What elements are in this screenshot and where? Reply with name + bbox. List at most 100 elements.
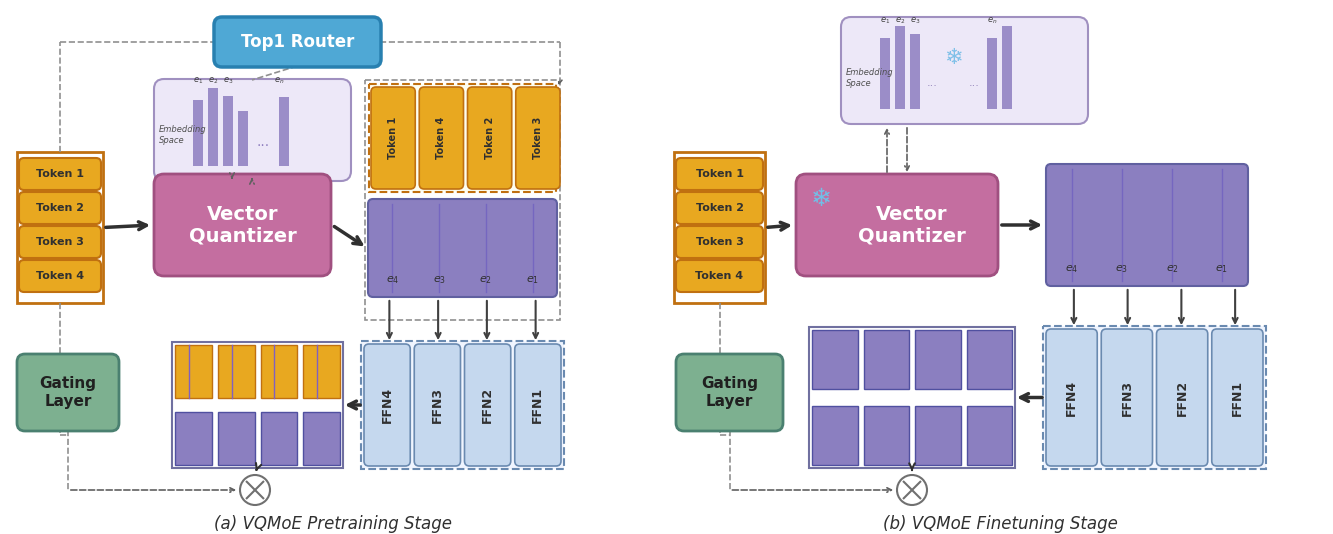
Text: Token 1: Token 1 <box>36 169 84 179</box>
Text: Token 2: Token 2 <box>485 117 495 159</box>
FancyBboxPatch shape <box>841 17 1088 124</box>
Bar <box>894 26 905 109</box>
Bar <box>812 406 857 465</box>
Text: Gating
Layer: Gating Layer <box>40 376 96 409</box>
Bar <box>910 34 920 109</box>
FancyBboxPatch shape <box>676 260 762 292</box>
Bar <box>365 80 560 320</box>
FancyBboxPatch shape <box>676 354 782 431</box>
Bar <box>674 152 765 303</box>
Bar <box>217 345 255 398</box>
Bar <box>1042 326 1266 469</box>
Bar <box>193 100 203 166</box>
FancyBboxPatch shape <box>468 87 512 189</box>
Text: FFN3: FFN3 <box>1120 380 1133 415</box>
Bar <box>1002 26 1012 109</box>
Text: $e_3$: $e_3$ <box>909 15 920 26</box>
FancyBboxPatch shape <box>676 158 762 190</box>
Bar <box>361 341 564 469</box>
Text: Token 4: Token 4 <box>36 271 84 281</box>
FancyBboxPatch shape <box>515 344 561 466</box>
FancyBboxPatch shape <box>17 354 119 431</box>
FancyBboxPatch shape <box>155 174 331 276</box>
FancyBboxPatch shape <box>364 344 411 466</box>
FancyBboxPatch shape <box>676 226 762 258</box>
Text: Token 4: Token 4 <box>436 117 447 159</box>
Text: Token 3: Token 3 <box>696 237 744 247</box>
Text: ...: ... <box>969 78 980 88</box>
Text: Token 3: Token 3 <box>533 117 543 159</box>
Bar <box>303 412 340 465</box>
Bar <box>986 38 997 109</box>
Text: Token 1: Token 1 <box>696 169 744 179</box>
Bar <box>208 88 219 166</box>
FancyBboxPatch shape <box>1046 164 1248 286</box>
Bar <box>914 406 961 465</box>
Bar <box>260 412 297 465</box>
Text: FFN4: FFN4 <box>1065 380 1078 415</box>
Text: Vector
Quantizer: Vector Quantizer <box>858 205 966 246</box>
Circle shape <box>240 475 271 505</box>
FancyBboxPatch shape <box>415 344 460 466</box>
FancyBboxPatch shape <box>215 17 381 67</box>
Bar <box>260 345 297 398</box>
FancyBboxPatch shape <box>1212 329 1262 466</box>
Text: FFN2: FFN2 <box>481 387 495 423</box>
Bar <box>175 345 212 398</box>
Text: Token 4: Token 4 <box>696 271 744 281</box>
Text: $e_3$: $e_3$ <box>433 274 445 286</box>
Bar <box>223 96 233 166</box>
Text: (b) VQMoE Finetuning Stage: (b) VQMoE Finetuning Stage <box>882 515 1117 533</box>
Bar <box>175 412 212 465</box>
Text: (a) VQMoE Pretraining Stage: (a) VQMoE Pretraining Stage <box>215 515 452 533</box>
Bar <box>217 412 255 465</box>
Text: FFN2: FFN2 <box>1176 380 1189 415</box>
Bar <box>880 38 890 109</box>
Text: $e_3$: $e_3$ <box>223 76 233 87</box>
FancyBboxPatch shape <box>1046 329 1097 466</box>
FancyBboxPatch shape <box>19 260 101 292</box>
Text: FFN3: FFN3 <box>431 387 444 423</box>
Text: Embedding
Space: Embedding Space <box>159 125 207 145</box>
Bar <box>239 112 248 166</box>
Text: $e_1$: $e_1$ <box>1216 263 1229 275</box>
Text: $e_1$: $e_1$ <box>527 274 539 286</box>
Text: Vector
Quantizer: Vector Quantizer <box>189 205 296 246</box>
FancyBboxPatch shape <box>1157 329 1208 466</box>
Bar <box>279 97 289 166</box>
Text: $e_1$: $e_1$ <box>880 15 890 26</box>
Text: ...: ... <box>926 78 938 88</box>
Text: Embedding
Space: Embedding Space <box>846 68 893 88</box>
Bar <box>864 406 909 465</box>
Text: $e_3$: $e_3$ <box>1116 263 1129 275</box>
Text: $e_n$: $e_n$ <box>273 76 284 87</box>
FancyBboxPatch shape <box>19 226 101 258</box>
Text: Token 3: Token 3 <box>36 237 84 247</box>
Text: $e_4$: $e_4$ <box>385 274 399 286</box>
Bar <box>809 327 1014 468</box>
Text: FFN4: FFN4 <box>381 387 393 423</box>
Text: Token 2: Token 2 <box>36 203 84 213</box>
Text: $e_2$: $e_2$ <box>894 15 905 26</box>
FancyBboxPatch shape <box>516 87 560 189</box>
Bar <box>172 342 343 468</box>
FancyBboxPatch shape <box>464 344 511 466</box>
Bar <box>966 406 1012 465</box>
Text: $e_2$: $e_2$ <box>480 274 492 286</box>
FancyBboxPatch shape <box>19 158 101 190</box>
Text: Token 2: Token 2 <box>696 203 744 213</box>
Bar <box>303 345 340 398</box>
Text: Token 1: Token 1 <box>388 117 399 159</box>
Bar <box>812 330 857 389</box>
FancyBboxPatch shape <box>155 79 351 181</box>
Text: ❄: ❄ <box>944 48 962 68</box>
Text: $e_n$: $e_n$ <box>986 15 997 26</box>
Text: ❄: ❄ <box>810 187 832 211</box>
Bar <box>966 330 1012 389</box>
Text: Top1 Router: Top1 Router <box>241 33 355 51</box>
Text: Gating
Layer: Gating Layer <box>701 376 758 409</box>
Bar <box>17 152 103 303</box>
Bar <box>864 330 909 389</box>
FancyBboxPatch shape <box>1101 329 1153 466</box>
FancyBboxPatch shape <box>796 174 998 276</box>
